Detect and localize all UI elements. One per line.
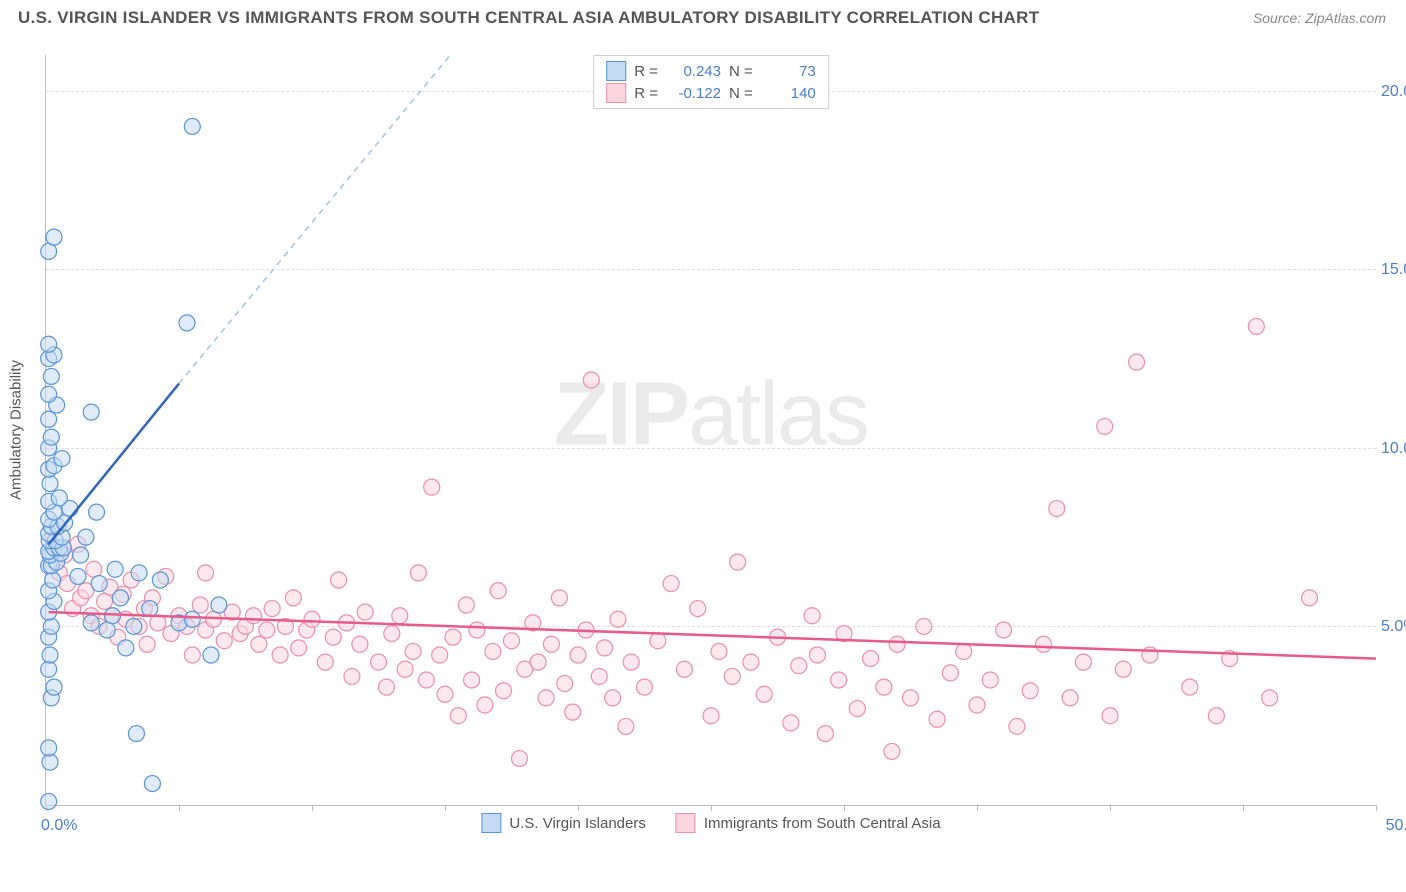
- r-label: R =: [634, 63, 658, 80]
- chart-source: Source: ZipAtlas.com: [1253, 10, 1386, 26]
- y-tick-label: 15.0%: [1381, 261, 1406, 279]
- legend-stats-box: R = 0.243 N = 73 R = -0.122 N = 140: [593, 55, 829, 109]
- x-tick: [179, 805, 180, 811]
- series-label-pink: Immigrants from South Central Asia: [704, 815, 941, 832]
- chart-plot-area: Ambulatory Disability 5.0%10.0%15.0%20.0…: [45, 55, 1376, 806]
- x-tick: [1376, 805, 1377, 811]
- series-label-blue: U.S. Virgin Islanders: [509, 815, 645, 832]
- x-axis-max-label: 50.0%: [1386, 817, 1406, 835]
- r-value-blue: 0.243: [666, 63, 721, 80]
- scatter-svg: [46, 55, 1376, 805]
- swatch-blue-icon: [606, 61, 626, 81]
- n-value-pink: 140: [761, 85, 816, 102]
- n-value-blue: 73: [761, 63, 816, 80]
- x-tick: [844, 805, 845, 811]
- x-tick: [1243, 805, 1244, 811]
- legend-series-box: U.S. Virgin Islanders Immigrants from So…: [481, 813, 940, 833]
- swatch-pink-icon: [606, 83, 626, 103]
- n-label: N =: [729, 63, 753, 80]
- chart-header: U.S. VIRGIN ISLANDER VS IMMIGRANTS FROM …: [0, 0, 1406, 33]
- y-tick-label: 20.0%: [1381, 83, 1406, 101]
- x-tick: [445, 805, 446, 811]
- y-tick-label: 10.0%: [1381, 440, 1406, 458]
- swatch-blue-icon: [481, 813, 501, 833]
- swatch-pink-icon: [676, 813, 696, 833]
- legend-item-blue: U.S. Virgin Islanders: [481, 813, 645, 833]
- x-tick: [977, 805, 978, 811]
- legend-item-pink: Immigrants from South Central Asia: [676, 813, 941, 833]
- x-tick: [1110, 805, 1111, 811]
- legend-stats-row-pink: R = -0.122 N = 140: [606, 82, 816, 104]
- x-tick: [578, 805, 579, 811]
- x-axis-min-label: 0.0%: [41, 817, 77, 835]
- legend-stats-row-blue: R = 0.243 N = 73: [606, 60, 816, 82]
- y-tick-label: 5.0%: [1381, 618, 1406, 636]
- chart-title: U.S. VIRGIN ISLANDER VS IMMIGRANTS FROM …: [18, 8, 1039, 28]
- r-label: R =: [634, 85, 658, 102]
- x-tick: [312, 805, 313, 811]
- x-tick: [711, 805, 712, 811]
- r-value-pink: -0.122: [666, 85, 721, 102]
- n-label: N =: [729, 85, 753, 102]
- y-axis-title: Ambulatory Disability: [8, 360, 25, 500]
